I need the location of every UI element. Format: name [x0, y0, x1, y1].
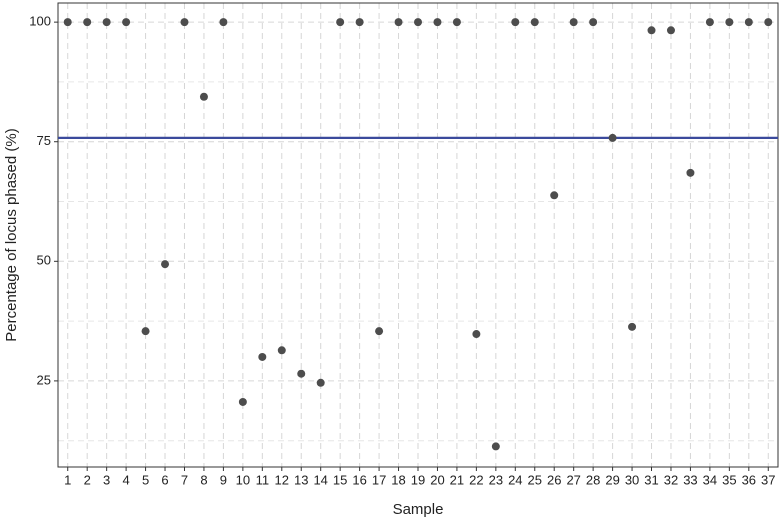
x-tick-label: 14	[313, 472, 327, 487]
point	[686, 168, 695, 177]
point	[433, 18, 442, 27]
point	[472, 330, 481, 339]
point	[336, 18, 345, 27]
x-tick-label: 1	[64, 472, 71, 487]
point	[180, 18, 189, 27]
point	[628, 322, 637, 331]
x-tick-label: 37	[761, 472, 775, 487]
point	[141, 327, 150, 336]
point	[161, 260, 170, 269]
x-tick-label: 35	[722, 472, 736, 487]
x-tick-label: 33	[683, 472, 697, 487]
point	[666, 26, 675, 35]
point	[569, 18, 578, 27]
x-tick-label: 15	[333, 472, 347, 487]
x-tick-label: 25	[528, 472, 542, 487]
plot-border	[57, 2, 779, 468]
point	[530, 18, 539, 27]
x-tick-label: 5	[142, 472, 149, 487]
point	[277, 346, 286, 355]
point	[725, 18, 734, 27]
x-tick-label: 16	[352, 472, 366, 487]
x-tick-label: 11	[256, 472, 270, 487]
y-tick-label: 75	[37, 133, 51, 148]
point	[199, 92, 208, 101]
point	[414, 18, 422, 27]
point	[238, 397, 247, 406]
y-tick-label: 100	[29, 14, 51, 29]
point	[589, 18, 598, 27]
x-tick-label: 20	[430, 472, 444, 487]
x-tick-label: 13	[294, 472, 308, 487]
y-tick-label: 25	[37, 372, 51, 387]
x-tick-label: 3	[103, 472, 110, 487]
x-tick-label: 17	[372, 472, 386, 487]
x-tick-label: 36	[742, 472, 756, 487]
x-tick-label: 32	[664, 472, 678, 487]
x-tick-label: 26	[547, 472, 561, 487]
point	[83, 18, 92, 27]
point	[394, 18, 403, 27]
x-tick-label: 29	[605, 472, 619, 487]
point	[744, 18, 753, 27]
point	[355, 18, 364, 27]
x-tick-label: 28	[586, 472, 600, 487]
x-tick-label: 27	[566, 472, 580, 487]
x-tick-label: 24	[508, 472, 522, 487]
x-tick-label: 10	[236, 472, 250, 487]
point	[608, 133, 617, 142]
x-tick-label: 18	[391, 472, 405, 487]
x-tick-label: 31	[644, 472, 658, 487]
point	[491, 442, 500, 451]
point	[63, 18, 72, 27]
x-tick-label: 4	[122, 472, 129, 487]
y-axis-label: Percentage of locus phased (%)	[3, 128, 20, 341]
x-tick-label: 19	[411, 472, 425, 487]
x-tick-label: 8	[200, 472, 207, 487]
point	[375, 327, 384, 336]
x-tick-label: 7	[181, 472, 188, 487]
point	[452, 18, 461, 27]
point	[705, 18, 714, 27]
point	[297, 369, 306, 378]
point	[258, 352, 267, 361]
x-tick-label: 21	[450, 472, 464, 487]
x-tick-label: 9	[220, 472, 227, 487]
x-tick-label: 34	[703, 472, 717, 487]
point	[511, 18, 520, 27]
point	[102, 18, 111, 27]
x-tick-label: 12	[275, 472, 289, 487]
x-tick-label: 22	[469, 472, 483, 487]
point	[647, 26, 656, 35]
point	[122, 18, 131, 27]
x-tick-label: 30	[625, 472, 639, 487]
point	[219, 18, 228, 27]
point	[550, 191, 559, 200]
point	[316, 378, 325, 387]
y-tick-label: 50	[37, 253, 51, 268]
point	[764, 18, 773, 27]
x-tick-label: 6	[161, 472, 168, 487]
x-tick-label: 2	[84, 472, 91, 487]
x-tick-label: 23	[489, 472, 503, 487]
x-axis-label: Sample	[393, 501, 444, 518]
